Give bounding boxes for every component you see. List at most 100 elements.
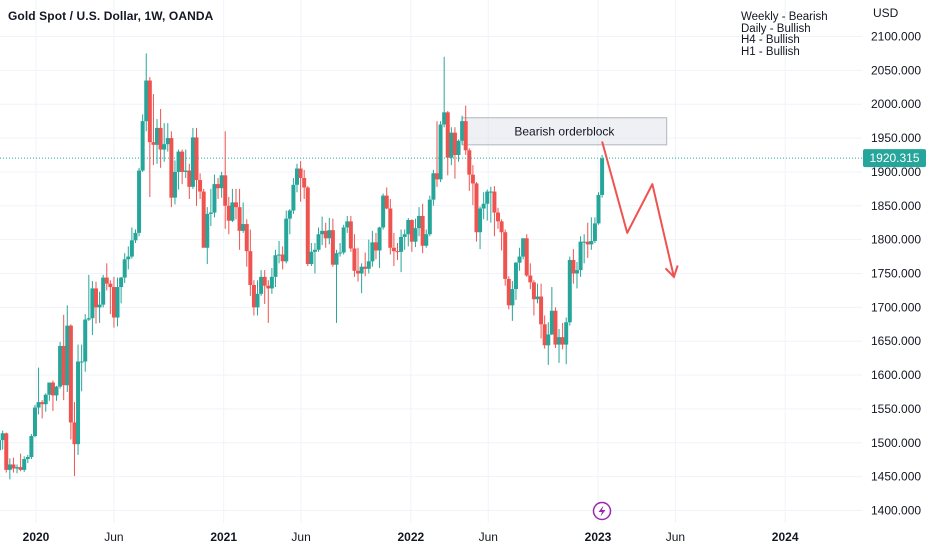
candle-body — [18, 467, 23, 470]
bias-notes: Weekly - Bearish Daily - Bullish H4 - Bu… — [741, 11, 828, 58]
currency-label: USD — [873, 6, 899, 20]
candle-body — [180, 151, 185, 172]
projection-path[interactable] — [601, 141, 679, 279]
candle-body — [503, 232, 508, 279]
y-tick-label: 2050.000 — [871, 63, 921, 77]
x-tick-label: Jun — [104, 530, 123, 544]
last-price-value: 1920.315 — [869, 151, 919, 165]
candle-body — [373, 242, 378, 251]
candle-body — [68, 325, 73, 423]
bias-note-weekly: Weekly - Bearish — [741, 11, 828, 23]
y-tick-label: 1500.000 — [871, 436, 921, 450]
candle-body — [54, 386, 59, 396]
candle-body — [72, 422, 77, 445]
candle-body — [399, 236, 404, 252]
orderblock-box[interactable] — [461, 117, 668, 146]
candle-body — [409, 220, 414, 242]
candle-body — [553, 310, 558, 345]
candle-body — [381, 195, 386, 228]
candle-body — [230, 202, 235, 221]
candle-body — [582, 241, 587, 243]
y-tick-label: 1600.000 — [871, 368, 921, 382]
price-axis[interactable]: USD 2100.000 2050.000 2000.000 1950.000 1900.… — [871, 6, 921, 518]
candle-body — [76, 361, 81, 445]
candle-body — [32, 407, 37, 437]
time-axis-background[interactable] — [0, 523, 932, 550]
candle-body — [140, 121, 145, 171]
candle-body — [549, 310, 554, 335]
x-tick-label: Jun — [666, 530, 685, 544]
orderblock-label: Bearish orderblock — [514, 124, 615, 138]
x-tick-label: Jun — [291, 530, 310, 544]
candle-body — [248, 251, 253, 286]
candle-body — [151, 142, 156, 145]
price-axis-background[interactable] — [862, 0, 932, 550]
candle-body — [298, 168, 303, 179]
candle-body — [413, 228, 418, 242]
candle-body — [492, 191, 497, 213]
candle-body — [11, 464, 16, 469]
candle-body — [90, 288, 95, 319]
candle-body — [302, 178, 307, 188]
candle-body — [65, 325, 70, 386]
candle-body — [589, 240, 594, 245]
event-icon[interactable] — [592, 501, 612, 521]
candle-body — [531, 282, 536, 300]
candle-body — [434, 173, 439, 180]
candle-body — [79, 361, 84, 363]
candle-body — [201, 191, 206, 248]
candle-body — [115, 287, 120, 318]
candle-body — [600, 158, 605, 195]
candle-body — [262, 276, 267, 286]
grid-lines — [0, 0, 862, 523]
candle-body — [25, 457, 30, 460]
candle-body — [277, 254, 282, 256]
candle-body — [101, 277, 106, 305]
last-price-badge: 1920.315 — [863, 149, 926, 168]
candle-body — [223, 175, 228, 206]
candle-body — [327, 230, 332, 239]
candle-body — [15, 467, 20, 469]
candle-body — [147, 80, 152, 143]
y-tick-label: 1550.000 — [871, 402, 921, 416]
candle-body — [596, 194, 601, 224]
candle-body — [212, 184, 217, 213]
candle-body — [359, 266, 364, 274]
candle-body — [352, 248, 357, 271]
candle-body — [571, 259, 576, 274]
candle-body — [233, 202, 238, 208]
y-tick-label: 1800.000 — [871, 233, 921, 247]
candle-body — [244, 224, 249, 252]
candle-body — [137, 170, 142, 233]
candle-body — [513, 262, 518, 290]
candle-body — [251, 285, 256, 308]
candle-body — [528, 275, 533, 283]
candle-body — [585, 241, 590, 245]
bias-note-daily: Daily - Bullish — [741, 22, 811, 35]
candle-body — [305, 187, 310, 265]
candle-body — [524, 238, 529, 276]
candle-body — [0, 433, 5, 441]
time-axis[interactable]: 2020 Jun 2021 Jun 2022 Jun 2023 Jun 2024 — [23, 530, 799, 544]
candle-body — [467, 150, 472, 175]
y-tick-label: 1650.000 — [871, 334, 921, 348]
candle-body — [334, 253, 339, 265]
candle-body — [273, 255, 278, 277]
candle-body — [517, 256, 522, 263]
candle-body — [93, 288, 98, 308]
candle-body — [564, 322, 569, 345]
candle-body — [86, 318, 91, 320]
candle-body — [111, 287, 116, 318]
candle-body — [255, 293, 260, 308]
candle-body — [284, 218, 289, 262]
candle-body — [287, 210, 292, 219]
candle-body — [259, 276, 264, 294]
candle-body — [108, 283, 113, 288]
projection-line[interactable] — [601, 141, 675, 278]
candle-body — [470, 174, 475, 184]
candle-body — [535, 296, 540, 300]
bias-note-h4: H4 - Bullish — [741, 34, 800, 47]
candle-body — [460, 121, 465, 141]
orderblock-annotation[interactable]: Bearish orderblock — [461, 117, 668, 146]
